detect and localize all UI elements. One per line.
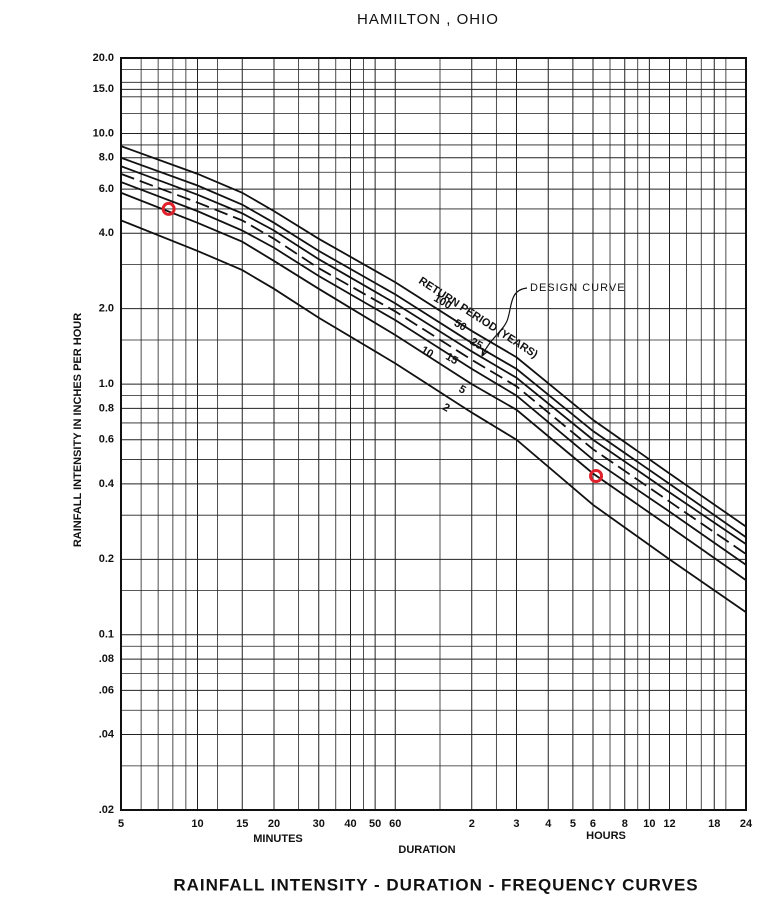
y-tick-label: 15.0 <box>93 83 114 95</box>
x-tick-label: 4 <box>545 818 552 830</box>
series-label: 5 <box>457 383 468 396</box>
plot-frame <box>120 57 747 811</box>
x-tick-label: 40 <box>344 818 356 830</box>
x-tick-label: 2 <box>469 818 475 830</box>
x-tick-label: 8 <box>622 818 628 830</box>
y-tick-label: 0.4 <box>99 478 115 490</box>
x-tick-label: 10 <box>191 818 203 830</box>
series-line <box>120 173 747 555</box>
x-tick-label: 10 <box>643 818 655 830</box>
x-sublabel: HOURS <box>586 830 626 842</box>
x-tick-label: 20 <box>268 818 280 830</box>
y-tick-label: 4.0 <box>99 227 114 239</box>
caption: RAINFALL INTENSITY - DURATION - FREQUENC… <box>173 875 698 894</box>
x-tick-label: 60 <box>389 818 401 830</box>
y-tick-label: 1.0 <box>99 378 114 390</box>
highlight-point <box>161 201 176 216</box>
chart-title: HAMILTON , OHIO <box>357 11 499 28</box>
x-tick-label: 6 <box>590 818 596 830</box>
annotation: DESIGN CURVE <box>530 282 626 294</box>
x-tick-label: 12 <box>663 818 675 830</box>
series-label: 2 <box>440 401 451 414</box>
grid <box>120 57 747 811</box>
y-tick-label: 0.8 <box>99 402 114 414</box>
highlight-point <box>589 469 604 484</box>
x-sublabel: MINUTES <box>253 833 303 845</box>
y-tick-label: 10.0 <box>93 127 114 139</box>
y-tick-label: 2.0 <box>99 303 114 315</box>
x-tick-label: 30 <box>313 818 325 830</box>
series-label: 15 <box>443 351 460 368</box>
x-tick-label: 5 <box>570 818 576 830</box>
series-line <box>120 165 747 545</box>
y-tick-label: 8.0 <box>99 152 114 164</box>
y-tick-label: 0.1 <box>99 629 114 641</box>
series-label: 10 <box>419 344 436 361</box>
y-tick-label: .06 <box>99 684 114 696</box>
y-tick-label: 0.2 <box>99 553 114 565</box>
x-axis-label: DURATION <box>398 844 455 856</box>
y-tick-label: .02 <box>99 804 114 816</box>
y-axis-label: RAINFALL INTENSITY IN INCHES PER HOUR <box>72 313 84 547</box>
x-tick-label: 18 <box>708 818 720 830</box>
series-line <box>120 181 747 566</box>
series-line <box>120 156 747 538</box>
x-tick-label: 24 <box>740 818 753 830</box>
y-tick-label: 0.6 <box>99 434 114 446</box>
x-tick-label: 15 <box>236 818 248 830</box>
series-line <box>120 145 747 528</box>
y-tick-label: 20.0 <box>93 52 114 64</box>
x-tick-label: 3 <box>513 818 519 830</box>
y-tick-label: .08 <box>99 653 114 665</box>
x-tick-label: 50 <box>369 818 381 830</box>
y-tick-label: .04 <box>99 728 115 740</box>
series-line <box>120 191 747 582</box>
label-bg <box>482 278 526 292</box>
y-tick-label: 6.0 <box>99 183 114 195</box>
series-line <box>120 219 747 613</box>
x-tick-label: 5 <box>118 818 124 830</box>
